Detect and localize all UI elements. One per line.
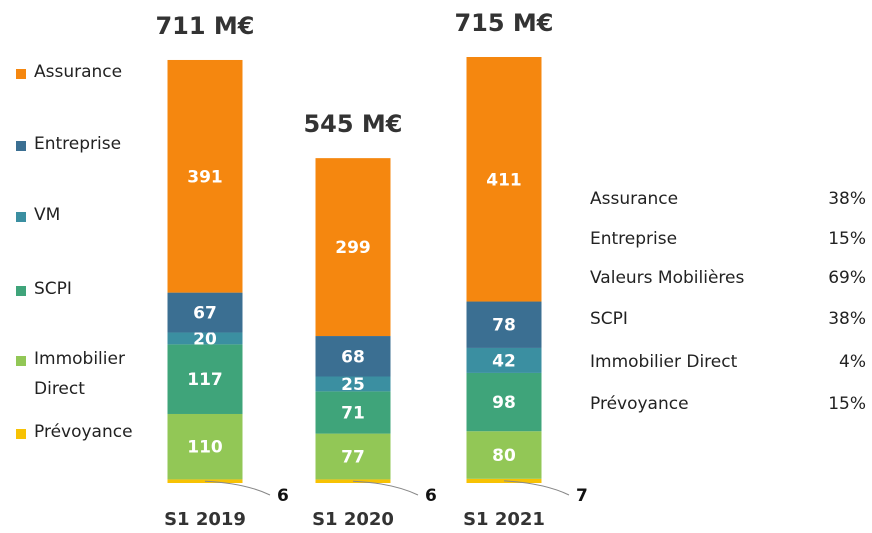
table-value: 69% [828, 268, 866, 288]
table-label: Entreprise [590, 229, 677, 249]
bar-segment [315, 433, 391, 480]
legend-label: Prévoyance [34, 422, 133, 442]
bar-segment [167, 59, 243, 293]
x-tick-label: S1 2021 [463, 509, 545, 530]
value-label: 391 [187, 167, 223, 187]
value-label: 68 [341, 347, 365, 367]
x-tick-label: S1 2019 [164, 509, 246, 530]
bar-segment [466, 57, 542, 302]
legend-label: Entreprise [34, 134, 122, 154]
value-label: 98 [492, 393, 516, 413]
table-label: Prévoyance [590, 394, 689, 414]
value-label: 42 [492, 351, 516, 371]
table-label: Assurance [590, 189, 678, 209]
bar-segment [167, 344, 243, 414]
legend-swatch [16, 429, 26, 439]
value-label: 77 [341, 448, 365, 468]
value-label: 6 [425, 486, 437, 506]
table-label: SCPI [590, 309, 628, 329]
total-label: 545 M€ [303, 110, 402, 138]
total-label: 715 M€ [454, 9, 553, 37]
value-label: 6 [277, 486, 289, 506]
bar-segment [315, 391, 391, 434]
table-value: 4% [839, 352, 866, 372]
legend-swatch [16, 356, 26, 366]
legend-item: Immobilier Direct [16, 349, 144, 404]
x-tick-label: S1 2020 [312, 509, 394, 530]
table-label: Valeurs Mobilières [590, 268, 744, 288]
table-value: 15% [828, 229, 866, 249]
bar-segment [315, 336, 391, 377]
legend-item: VM [16, 205, 144, 230]
table-value: 38% [828, 309, 866, 329]
value-label: 67 [193, 304, 217, 324]
value-label: 411 [486, 170, 522, 190]
legend-label: SCPI [34, 279, 72, 299]
legend-swatch [16, 212, 26, 222]
leader-line [503, 480, 570, 496]
bar-segment [466, 301, 542, 348]
leader-line [204, 480, 271, 496]
legend-swatch [16, 141, 26, 151]
bar-segment [315, 376, 391, 392]
bar-segment [466, 372, 542, 432]
legend-item: Assurance [16, 62, 144, 87]
value-label: 80 [492, 446, 516, 466]
value-label: 71 [341, 403, 365, 423]
bar-segment [167, 332, 243, 345]
total-label: 711 M€ [155, 12, 254, 40]
bar-segment [167, 413, 243, 480]
legend-swatch [16, 69, 26, 79]
leader-line [352, 480, 419, 496]
bar-segment [466, 431, 542, 479]
value-label: 110 [187, 438, 223, 458]
legend-swatch [16, 286, 26, 296]
legend-item: SCPI [16, 279, 144, 304]
table-value: 15% [828, 394, 866, 414]
value-label: 299 [335, 238, 371, 258]
bar-segment [167, 292, 243, 333]
legend-item: Entreprise [16, 134, 144, 159]
value-label: 117 [187, 370, 223, 390]
table-label: Immobilier Direct [590, 352, 738, 372]
legend-label: Immobilier Direct [34, 349, 125, 399]
value-label: 7 [576, 486, 588, 506]
bar-segment [315, 158, 391, 337]
bar-segment [466, 347, 542, 373]
value-label: 25 [341, 375, 365, 395]
value-label: 78 [492, 316, 516, 336]
table-value: 38% [828, 189, 866, 209]
legend-label: VM [34, 205, 61, 225]
value-label: 20 [193, 329, 217, 349]
legend-item: Prévoyance [16, 422, 144, 447]
legend-label: Assurance [34, 62, 123, 82]
